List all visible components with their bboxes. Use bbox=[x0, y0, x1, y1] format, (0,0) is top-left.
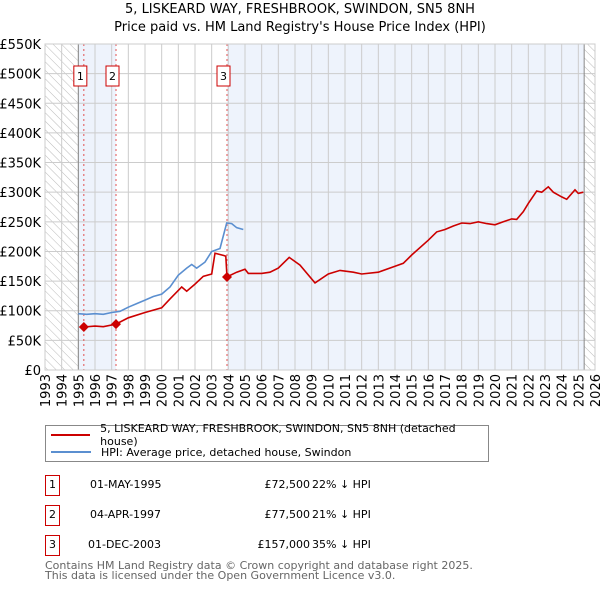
x-tick-label: 1998 bbox=[122, 374, 137, 407]
sale-badge bbox=[73, 65, 88, 87]
x-tick-label: 2011 bbox=[339, 374, 354, 407]
x-tick-label: 2008 bbox=[289, 374, 304, 407]
x-tick-label: 2000 bbox=[156, 374, 171, 407]
x-tick-label: 2017 bbox=[439, 374, 454, 407]
y-tick-label: £200K bbox=[0, 245, 41, 260]
x-tick-label: 2024 bbox=[556, 374, 571, 407]
x-tick-label: 2021 bbox=[506, 374, 521, 407]
x-tick-label: 2023 bbox=[539, 374, 554, 407]
y-tick-label: £500K bbox=[0, 68, 41, 83]
legend-label-hpi: HPI: Average price, detached house, Swin… bbox=[101, 445, 352, 459]
chart-title-line1: 5, LISKEARD WAY, FRESHBROOK, SWINDON, SN… bbox=[125, 2, 475, 17]
transaction-hpi-diff: 21% ↓ HPI bbox=[312, 508, 371, 521]
property-price-line bbox=[83, 185, 584, 328]
footer: Contains HM Land Registry data © Crown c… bbox=[45, 559, 473, 582]
x-tick-label: 2012 bbox=[356, 374, 371, 407]
x-tick-label: 2002 bbox=[189, 374, 204, 407]
x-tick-label: 2015 bbox=[406, 374, 421, 407]
sale-badge-label: 2 bbox=[109, 70, 116, 83]
sale-badge-label: 3 bbox=[220, 70, 227, 83]
ownership-shading bbox=[227, 44, 585, 370]
y-tick-label: £0 bbox=[24, 364, 41, 379]
x-tick-label: 2016 bbox=[422, 374, 437, 407]
x-tick-label: 1999 bbox=[139, 374, 154, 407]
y-tick-label: £150K bbox=[0, 275, 41, 290]
y-tick-label: £50K bbox=[8, 334, 42, 349]
transaction-badge: 3 bbox=[45, 535, 60, 556]
x-tick-label: 1993 bbox=[39, 374, 54, 407]
x-tick-label: 1995 bbox=[72, 374, 87, 407]
x-tick-label: 2003 bbox=[206, 374, 221, 407]
x-tick-label: 1994 bbox=[56, 374, 71, 407]
sale-point bbox=[222, 271, 232, 282]
x-tick-label: 2001 bbox=[172, 374, 187, 407]
sale-badge-label: 1 bbox=[77, 70, 84, 83]
x-tick-label: 2010 bbox=[322, 374, 337, 407]
x-tick-label: 2004 bbox=[222, 374, 237, 407]
x-tick-label: 1996 bbox=[89, 374, 104, 407]
y-tick-label: £400K bbox=[0, 127, 41, 142]
transaction-badge: 1 bbox=[45, 475, 60, 496]
transaction-badge: 2 bbox=[45, 505, 60, 526]
x-tick-label: 2014 bbox=[389, 374, 404, 407]
footer-licence: This data is licensed under the Open Gov… bbox=[45, 569, 396, 582]
y-tick-label: £450K bbox=[0, 97, 41, 112]
x-tick-label: 2007 bbox=[272, 374, 287, 407]
price-chart: £0 £50K £100K £150K £200K £250K £300K £350K £400… bbox=[0, 38, 600, 407]
x-tick-label: 2025 bbox=[572, 374, 587, 407]
y-tick-label: £550K bbox=[0, 38, 41, 53]
transaction-hpi-diff: 35% ↓ HPI bbox=[312, 538, 371, 551]
sale-badge bbox=[216, 65, 231, 87]
x-tick-label: 2006 bbox=[256, 374, 271, 407]
y-tick-label: £100K bbox=[0, 305, 41, 320]
sale-badge bbox=[105, 65, 120, 87]
transaction-price: £157,000 bbox=[257, 538, 311, 551]
y-tick-label: £300K bbox=[0, 186, 41, 201]
ownership-shading bbox=[78, 44, 116, 370]
x-tick-label: 2022 bbox=[522, 374, 537, 407]
transaction-date: 04-APR-1997 bbox=[90, 508, 162, 521]
transaction-price: £72,500 bbox=[264, 478, 311, 491]
transaction-price: £77,500 bbox=[264, 508, 311, 521]
transaction-date: 01-DEC-2003 bbox=[88, 538, 162, 551]
y-tick-label: £350K bbox=[0, 157, 41, 172]
hpi-line bbox=[78, 222, 244, 316]
y-tick-label: £250K bbox=[0, 216, 41, 231]
legend-swatch-hpi bbox=[51, 451, 91, 453]
chart-title-line2: Price paid vs. HM Land Registry's House … bbox=[114, 20, 486, 35]
x-tick-label: 2018 bbox=[456, 374, 471, 407]
x-tick-label: 2019 bbox=[472, 374, 487, 407]
plot-border bbox=[44, 43, 596, 371]
legend-item-hpi: HPI: Average price, detached house, Swin… bbox=[46, 444, 351, 460]
hatched-region-after bbox=[584, 44, 595, 370]
x-tick-label: 2009 bbox=[306, 374, 321, 407]
x-tick-label: 1997 bbox=[106, 374, 121, 407]
x-tick-label: 2013 bbox=[372, 374, 387, 407]
footer-copyright: Contains HM Land Registry data © Crown c… bbox=[45, 559, 473, 572]
legend: 5, LISKEARD WAY, FRESHBROOK, SWINDON, SN… bbox=[45, 422, 489, 462]
transaction-hpi-diff: 22% ↓ HPI bbox=[312, 478, 371, 491]
x-tick-label: 2005 bbox=[239, 374, 254, 407]
x-tick-label: 2026 bbox=[589, 374, 600, 407]
legend-label-property: 5, LISKEARD WAY, FRESHBROOK, SWINDON, SN… bbox=[100, 422, 456, 448]
sale-point bbox=[78, 322, 89, 333]
sale-point bbox=[111, 319, 121, 330]
x-tick-label: 2020 bbox=[489, 374, 504, 407]
legend-swatch-property bbox=[51, 434, 91, 436]
transaction-date: 01-MAY-1995 bbox=[90, 478, 162, 491]
legend-item-property: 5, LISKEARD WAY, FRESHBROOK, SWINDON, SN… bbox=[46, 422, 488, 448]
